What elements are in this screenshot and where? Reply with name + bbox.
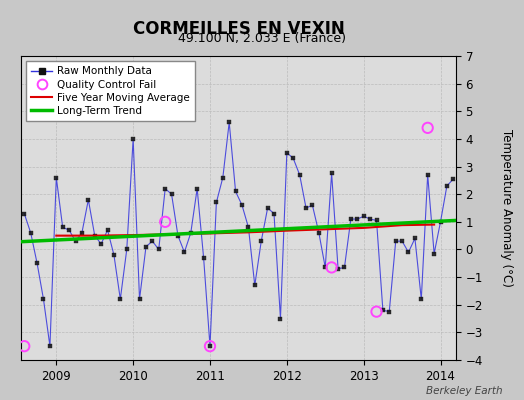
- Point: [20, 343, 28, 349]
- Point: [423, 125, 432, 131]
- Text: Berkeley Earth: Berkeley Earth: [427, 386, 503, 396]
- Point: [206, 343, 214, 349]
- Point: [373, 308, 381, 315]
- Title: CORMEILLES EN VEXIN: CORMEILLES EN VEXIN: [133, 20, 344, 38]
- Text: 49.100 N, 2.033 E (France): 49.100 N, 2.033 E (France): [178, 32, 346, 45]
- Legend: Raw Monthly Data, Quality Control Fail, Five Year Moving Average, Long-Term Tren: Raw Monthly Data, Quality Control Fail, …: [26, 61, 195, 121]
- Y-axis label: Temperature Anomaly (°C): Temperature Anomaly (°C): [500, 129, 512, 287]
- Point: [328, 264, 336, 271]
- Point: [161, 219, 169, 225]
